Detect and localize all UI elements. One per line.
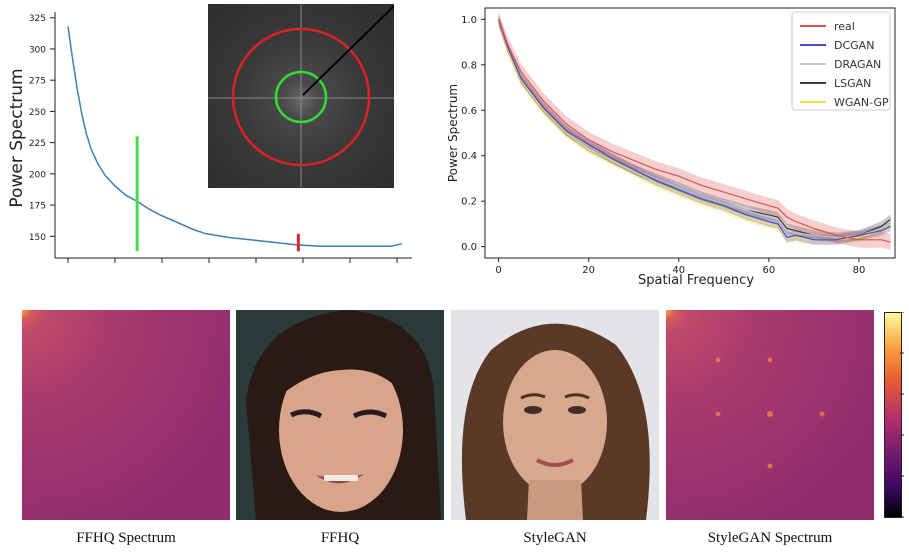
caption-stylegan-spectrum: StyleGAN Spectrum [707, 530, 833, 546]
legend-label-real: real [834, 20, 855, 33]
left-y-tick-label: 175 [29, 202, 46, 212]
right-y-ticks: 1.0 0.8 0.6 0.4 0.2 0.0 [461, 15, 485, 253]
stylegan-spectrum-artifacts [715, 357, 825, 469]
legend-label-wgan-gp: WGAN-GP [834, 96, 889, 109]
left-y-tick-label: 225 [29, 139, 46, 149]
stylegan-mouth [536, 458, 574, 467]
right-series-lines [497, 19, 891, 243]
stylegan-left-eye [524, 406, 542, 414]
right-x-ticks: 0 20 40 60 80 [495, 258, 865, 276]
legend-label-dragan: DRAGAN [834, 58, 881, 71]
right-x-tick-label: 80 [853, 265, 866, 276]
stylegan-brows [520, 393, 590, 400]
left-x-ticks [67, 258, 398, 263]
spectrum-inset-overlay [208, 4, 394, 188]
ffhq-face [279, 348, 403, 512]
left-spectrum-curve [67, 26, 403, 248]
legend-box [791, 11, 891, 111]
inset-red-circle [231, 27, 371, 167]
caption-ffhq-spectrum: FFHQ Spectrum [76, 530, 176, 546]
right-x-tick-label: 40 [672, 265, 685, 276]
series-line-real [497, 19, 891, 243]
right-y-tick-label: 0.8 [461, 60, 477, 71]
stylegan-face-photo [451, 310, 659, 520]
left-y-ticks: 325 300 275 250 225 200 175 150 [29, 14, 55, 243]
left-y-tick-label: 300 [29, 45, 46, 55]
ffhq-left-eye [289, 409, 323, 419]
ffhq-face-photo [236, 310, 444, 520]
right-x-tick-label: 60 [762, 265, 775, 276]
right-y-tick-label: 0.4 [461, 151, 477, 162]
ffhq-bangs [276, 334, 411, 405]
inset-green-circle [274, 70, 328, 124]
series-band-lsgan [498, 14, 891, 243]
right-plot-frame [484, 7, 896, 259]
right-y-axis-label: Power Spectrum [446, 84, 460, 182]
series-line-dcgan [497, 19, 891, 241]
colorbar-ticks [900, 312, 904, 518]
right-x-axis-label: Spatial Frequency [638, 273, 754, 288]
inset-radial-line [302, 5, 394, 96]
legend-label-lsgan: LSGAN [834, 77, 871, 90]
right-x-tick-label: 20 [582, 265, 595, 276]
right-legend: real DCGAN DRAGAN LSGAN WGAN-GP [791, 11, 891, 111]
left-y-tick-label: 250 [29, 108, 46, 118]
ffhq-teeth [324, 475, 358, 481]
colorbar [884, 312, 902, 518]
right-y-tick-label: 0.0 [461, 242, 477, 253]
left-y-tick-label: 200 [29, 170, 46, 180]
ffhq-right-eye [352, 409, 388, 419]
left-y-tick-label: 150 [29, 233, 46, 243]
stylegan-spectrum-image [666, 310, 874, 520]
right-y-tick-label: 1.0 [461, 15, 477, 26]
stylegan-neck [527, 480, 583, 520]
left-y-tick-label: 275 [29, 77, 46, 87]
left-power-spectrum-chart: 325 300 275 250 225 200 175 150 Power Spectrum [7, 12, 412, 263]
series-band-real [498, 11, 891, 251]
right-y-tick-label: 0.2 [461, 197, 477, 208]
right-y-tick-label: 0.6 [461, 106, 477, 117]
ffhq-spectrum-image [22, 310, 230, 520]
right-x-tick-label: 0 [495, 265, 501, 276]
stylegan-face [503, 350, 607, 494]
caption-ffhq: FFHQ [320, 530, 360, 546]
stylegan-right-eye [568, 406, 586, 414]
legend-label-dcgan: DCGAN [834, 39, 874, 52]
series-band-dragan [498, 14, 891, 243]
right-power-spectrum-chart: 1.0 0.8 0.6 0.4 0.2 0.0 0 20 40 60 80 real DCGAN DR… [446, 7, 896, 288]
caption-stylegan: StyleGAN [523, 530, 587, 546]
left-y-tick-label: 325 [29, 14, 46, 24]
stylegan-face-illustration [451, 310, 659, 520]
ffhq-face-illustration [236, 310, 444, 520]
spectrum-inset-image [208, 4, 394, 188]
left-y-axis-label: Power Spectrum [7, 68, 27, 207]
